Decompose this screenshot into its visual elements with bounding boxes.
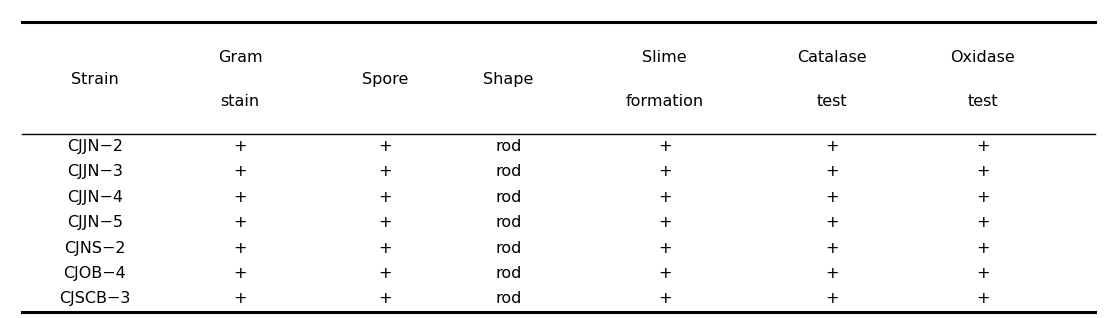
Text: +: + bbox=[658, 164, 671, 179]
Text: Slime: Slime bbox=[642, 50, 687, 65]
Text: Catalase: Catalase bbox=[798, 50, 867, 65]
Text: +: + bbox=[233, 190, 247, 205]
Text: +: + bbox=[379, 164, 392, 179]
Text: +: + bbox=[658, 266, 671, 281]
Text: +: + bbox=[379, 291, 392, 307]
Text: +: + bbox=[976, 266, 990, 281]
Text: Shape: Shape bbox=[483, 72, 534, 87]
Text: rod: rod bbox=[495, 240, 522, 256]
Text: CJSCB−3: CJSCB−3 bbox=[59, 291, 131, 307]
Text: CJOB−4: CJOB−4 bbox=[64, 266, 126, 281]
Text: rod: rod bbox=[495, 266, 522, 281]
Text: +: + bbox=[658, 291, 671, 307]
Text: formation: formation bbox=[626, 94, 704, 109]
Text: +: + bbox=[825, 291, 839, 307]
Text: Gram: Gram bbox=[218, 50, 262, 65]
Text: CJJN−2: CJJN−2 bbox=[67, 139, 123, 154]
Text: +: + bbox=[825, 215, 839, 230]
Text: +: + bbox=[976, 240, 990, 256]
Text: +: + bbox=[976, 291, 990, 307]
Text: CJJN−5: CJJN−5 bbox=[67, 215, 123, 230]
Text: rod: rod bbox=[495, 139, 522, 154]
Text: +: + bbox=[379, 240, 392, 256]
Text: +: + bbox=[976, 215, 990, 230]
Text: +: + bbox=[233, 215, 247, 230]
Text: +: + bbox=[976, 190, 990, 205]
Text: test: test bbox=[817, 94, 848, 109]
Text: +: + bbox=[825, 240, 839, 256]
Text: CJNS−2: CJNS−2 bbox=[64, 240, 126, 256]
Text: test: test bbox=[967, 94, 999, 109]
Text: +: + bbox=[233, 139, 247, 154]
Text: CJJN−4: CJJN−4 bbox=[67, 190, 123, 205]
Text: +: + bbox=[658, 190, 671, 205]
Text: +: + bbox=[825, 266, 839, 281]
Text: +: + bbox=[233, 291, 247, 307]
Text: CJJN−3: CJJN−3 bbox=[67, 164, 123, 179]
Text: Oxidase: Oxidase bbox=[951, 50, 1015, 65]
Text: +: + bbox=[658, 240, 671, 256]
Text: +: + bbox=[379, 139, 392, 154]
Text: stain: stain bbox=[220, 94, 260, 109]
Text: +: + bbox=[658, 139, 671, 154]
Text: +: + bbox=[233, 266, 247, 281]
Text: +: + bbox=[976, 139, 990, 154]
Text: rod: rod bbox=[495, 291, 522, 307]
Text: Spore: Spore bbox=[362, 72, 409, 87]
Text: +: + bbox=[976, 164, 990, 179]
Text: Strain: Strain bbox=[71, 72, 118, 87]
Text: +: + bbox=[379, 266, 392, 281]
Text: +: + bbox=[658, 215, 671, 230]
Text: rod: rod bbox=[495, 215, 522, 230]
Text: +: + bbox=[233, 164, 247, 179]
Text: +: + bbox=[825, 190, 839, 205]
Text: +: + bbox=[233, 240, 247, 256]
Text: +: + bbox=[825, 139, 839, 154]
Text: rod: rod bbox=[495, 164, 522, 179]
Text: rod: rod bbox=[495, 190, 522, 205]
Text: +: + bbox=[379, 215, 392, 230]
Text: +: + bbox=[379, 190, 392, 205]
Text: +: + bbox=[825, 164, 839, 179]
